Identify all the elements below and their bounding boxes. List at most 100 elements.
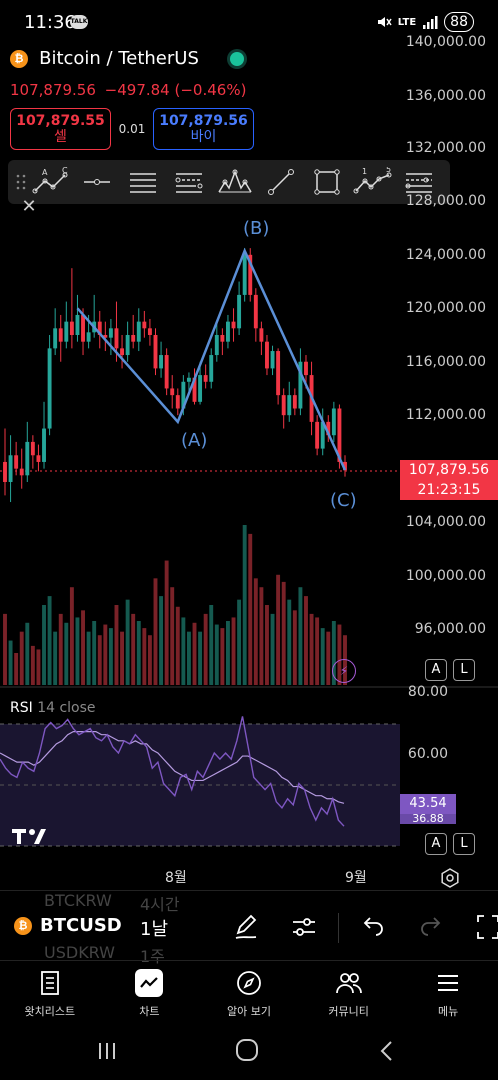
candle-body [164,355,169,389]
candle-body [14,455,19,469]
status-icons: LTE 88 [376,12,474,32]
rectangle-icon[interactable] [304,160,350,204]
volume-bar [153,578,158,685]
rsi-axis-label: 80.00 [407,684,448,700]
sell-button[interactable]: 107,879.55 셀 [10,108,111,150]
home-icon[interactable] [235,1038,259,1062]
trend-line-icon[interactable] [258,160,304,204]
volume-bar [25,622,30,685]
redo-icon[interactable] [418,913,446,941]
close-icon[interactable]: ✕ [21,196,37,217]
volume-bar [47,596,52,685]
candle-body [298,361,303,409]
candle-countdown: 21:23:15 [417,482,481,498]
price-axis-label: 104,000.00 [405,514,486,530]
nav-label: 왓치리스트 [24,1005,76,1018]
candle-body [287,395,292,416]
volume-bar [337,624,342,685]
candle-body [281,395,286,416]
candle-body [292,395,297,409]
network-label: LTE [397,16,417,28]
candle-body [304,361,308,376]
ghost-interval: 4시간 [140,895,180,914]
parallel-channel-icon[interactable] [120,160,166,204]
auto-scale-button[interactable]: A [425,659,447,681]
volume-bar [209,605,214,685]
candle-body [198,375,203,402]
volume-bar [53,631,58,685]
volume-bar [242,525,247,685]
volume-bar [226,621,230,685]
candle-body [253,294,258,329]
candle-body [214,335,219,356]
candle-body [331,408,336,436]
rsi-ma-line [0,731,345,804]
recent-apps-icon[interactable] [96,1040,118,1062]
elliott-label-1: 1 [362,167,367,176]
rsi-auto-scale-button[interactable]: A [425,833,447,855]
volume-bar [220,628,225,685]
rsi-log-scale-button[interactable]: L [453,833,475,855]
interval-selector[interactable]: 1날 [140,919,169,940]
candle-body [75,314,80,335]
volume-bar [58,613,63,685]
pen-icon[interactable] [232,913,260,941]
nav-watchlist[interactable]: 왓치리스트 [0,961,100,1028]
volume-bar [248,533,253,685]
symbol-selector[interactable]: ₿ BTCUSD [14,915,122,936]
horizontal-ray-icon[interactable] [74,160,120,204]
volume-bar [237,599,242,685]
bitcoin-icon: ₿ [10,49,28,68]
nav-chart[interactable]: 차트 [100,961,200,1028]
undo-icon[interactable] [358,913,386,941]
flash-icon[interactable]: ⚡ [332,659,356,683]
candle-body [170,388,175,396]
volume-bar [320,628,325,685]
volume-bar [231,617,236,685]
candle-body [175,395,180,409]
candle-body [248,254,253,295]
rsi-params: 14 close [37,700,96,716]
candle-body [81,314,85,342]
candle-body [237,294,242,329]
fib-extension-icon[interactable] [396,160,442,204]
fullscreen-icon[interactable] [474,913,498,941]
abc-wave-line[interactable] [76,247,347,471]
wave-label-a: (A) [181,430,208,451]
compass-icon [237,971,261,995]
head-shoulders-icon[interactable] [212,160,258,204]
volume-bar [120,631,124,685]
volume-bar [281,581,286,685]
symbol-header: ₿ Bitcoin / TetherUS 107,879.56 −497.84 … [10,48,410,99]
nav-community[interactable]: 커뮤니티 [299,961,399,1028]
volume-bar [36,649,41,685]
candle-body [64,321,69,342]
fib-retracement-icon[interactable] [166,160,212,204]
clock: 11:36 [24,12,76,33]
back-icon[interactable] [378,1040,396,1062]
status-bar: 11:36 TALK LTE 88 [0,0,498,46]
nav-menu[interactable]: 메뉴 [398,961,498,1028]
buy-button[interactable]: 107,879.56 바이 [153,108,254,150]
volume-bar [64,622,69,685]
drag-handle-icon[interactable] [14,160,28,204]
candle-body [108,328,113,338]
candle-body [53,328,58,349]
battery-indicator: 88 [444,12,474,32]
nav-explore[interactable]: 알아 보기 [199,961,299,1028]
watchlist-icon [40,971,59,995]
candle-body [242,254,247,295]
rsi-value-tag: 43.54 [400,794,456,814]
candle-body [47,348,52,429]
candle-body [30,441,35,456]
indicators-icon[interactable] [290,913,318,941]
candle-body [209,355,214,382]
chart-settings-icon[interactable] [440,868,460,888]
symbol-title[interactable]: ₿ Bitcoin / TetherUS [10,48,410,69]
log-scale-button[interactable]: L [453,659,475,681]
rsi-legend[interactable]: RSI 14 close [10,700,96,716]
